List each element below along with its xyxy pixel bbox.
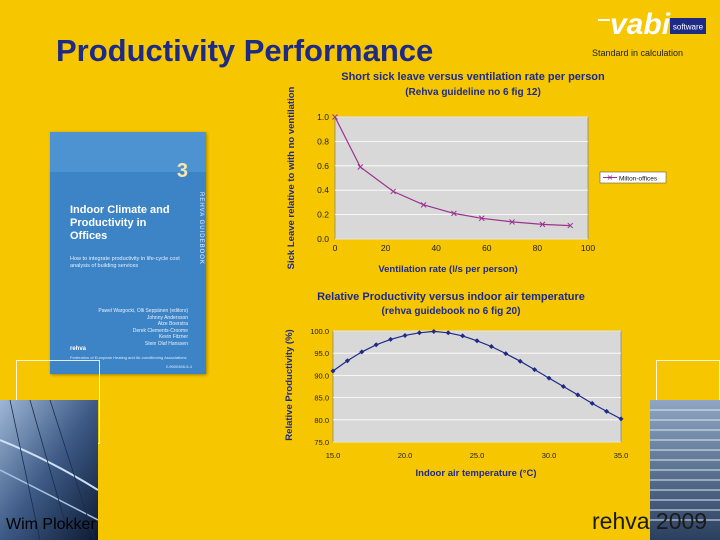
y-tick-label: 75.0 — [314, 438, 329, 447]
legend-label: Milton-offices — [619, 176, 658, 183]
chart-title: Relative Productivity versus indoor air … — [317, 291, 585, 303]
y-tick-label: 0.2 — [317, 210, 329, 220]
chart-subtitle: (Rehva guideline no 6 fig 12) — [405, 87, 541, 98]
x-tick-label: 30.0 — [542, 451, 557, 460]
x-tick-label: 0 — [333, 243, 338, 253]
x-tick-label: 40 — [431, 243, 441, 253]
y-tick-label: 0.4 — [317, 185, 329, 195]
plot-area — [335, 117, 588, 239]
plot-area — [333, 331, 621, 442]
x-tick-label: 60 — [482, 243, 492, 253]
x-tick-label: 15.0 — [326, 451, 341, 460]
y-axis-label: Sick Leave relative to with no ventilati… — [286, 86, 297, 269]
x-axis-label: Ventilation rate (l/s per person) — [378, 264, 517, 275]
y-tick-label: 80.0 — [314, 416, 329, 425]
y-tick-label: 1.0 — [317, 112, 329, 122]
chart-subtitle: (rehva guidebook no 6 fig 20) — [382, 306, 521, 317]
y-tick-label: 90.0 — [314, 371, 329, 380]
chart-title: Short sick leave versus ventilation rate… — [341, 71, 605, 83]
y-tick-label: 0.6 — [317, 161, 329, 171]
x-tick-label: 35.0 — [614, 451, 629, 460]
x-tick-label: 20 — [381, 243, 391, 253]
y-tick-label: 100.0 — [310, 327, 329, 336]
x-tick-label: 20.0 — [398, 451, 413, 460]
y-tick-label: 95.0 — [314, 349, 329, 358]
y-axis-label: Relative Productivity (%) — [284, 329, 295, 440]
y-tick-label: 0.8 — [317, 136, 329, 146]
x-tick-label: 100 — [581, 243, 595, 253]
author-name: Wim Plokker — [6, 516, 96, 534]
y-tick-label: 0.0 — [317, 234, 329, 244]
x-tick-label: 80 — [533, 243, 543, 253]
event-label: rehva 2009 — [592, 508, 707, 535]
x-axis-label: Indoor air temperature (°C) — [416, 468, 537, 479]
y-tick-label: 85.0 — [314, 394, 329, 403]
x-tick-label: 25.0 — [470, 451, 485, 460]
